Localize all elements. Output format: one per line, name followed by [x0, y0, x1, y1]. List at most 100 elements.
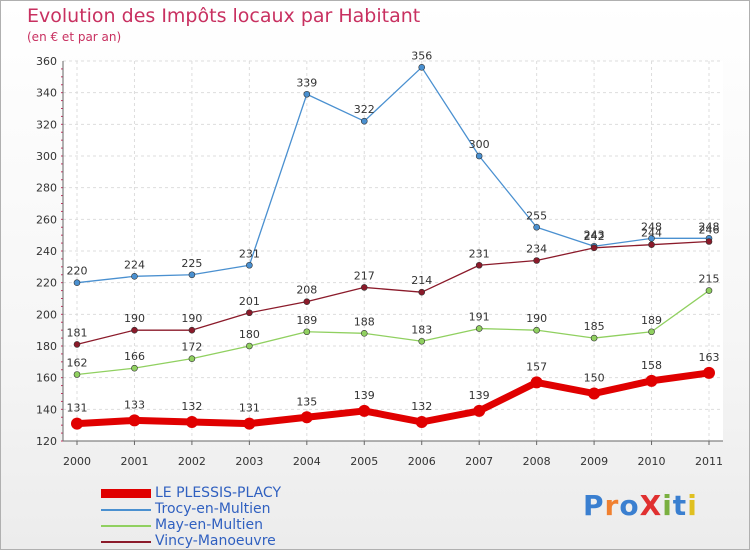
data-label-vincy-manoeuvre: 190: [124, 312, 145, 325]
y-tick-label: 320: [36, 118, 57, 131]
y-tick-label: 160: [36, 372, 57, 385]
data-label-trocy-en-multien: 255: [526, 209, 547, 222]
y-tick-label: 180: [36, 340, 57, 353]
data-label-trocy-en-multien: 224: [124, 258, 145, 271]
y-tick-label: 220: [36, 277, 57, 290]
x-tick-label: 2005: [350, 455, 378, 468]
data-point-le-plessis-placy: [530, 376, 543, 389]
data-point-le-plessis-placy: [645, 374, 658, 387]
data-label-le-plessis-placy: 132: [411, 400, 432, 413]
data-point-vincy-manoeuvre: [648, 241, 655, 248]
y-tick-label: 360: [36, 55, 57, 68]
legend-label-plessis: LE PLESSIS-PLACY: [155, 485, 281, 501]
data-label-vincy-manoeuvre: 181: [67, 326, 88, 339]
data-point-trocy-en-multien: [246, 261, 253, 269]
data-label-may-en-multien: 189: [641, 314, 662, 327]
data-label-le-plessis-placy: 139: [469, 389, 490, 402]
x-tick-label: 2001: [120, 455, 148, 468]
data-point-vincy-manoeuvre: [590, 244, 598, 252]
data-point-vincy-manoeuvre: [533, 257, 540, 264]
data-point-vincy-manoeuvre: [303, 298, 311, 305]
y-tick-label: 240: [36, 245, 57, 258]
data-point-vincy-manoeuvre: [131, 326, 138, 334]
data-label-vincy-manoeuvre: 244: [641, 227, 662, 240]
x-tick-label: 2004: [293, 455, 321, 468]
data-point-may-en-multien: [475, 325, 483, 332]
y-tick-label: 140: [36, 403, 57, 416]
data-label-le-plessis-placy: 157: [526, 360, 547, 373]
data-label-vincy-manoeuvre: 246: [699, 224, 720, 237]
y-tick-label: 340: [36, 87, 57, 100]
x-tick-label: 2000: [63, 455, 91, 468]
data-label-vincy-manoeuvre: 242: [584, 230, 605, 243]
data-point-trocy-en-multien: [533, 223, 540, 231]
y-tick-label: 280: [36, 182, 57, 195]
data-point-may-en-multien: [360, 330, 368, 337]
data-label-le-plessis-placy: 133: [124, 398, 145, 411]
data-point-trocy-en-multien: [188, 271, 196, 279]
data-point-may-en-multien: [590, 334, 598, 342]
data-point-trocy-en-multien: [303, 90, 311, 98]
data-label-vincy-manoeuvre: 214: [411, 274, 432, 287]
x-tick-label: 2010: [638, 455, 666, 468]
data-point-trocy-en-multien: [131, 273, 138, 280]
x-tick-label: 2008: [523, 455, 551, 468]
data-point-vincy-manoeuvre: [360, 284, 368, 291]
legend-label-trocy: Trocy-en-Multien: [155, 501, 271, 517]
data-point-le-plessis-placy: [243, 417, 256, 430]
y-tick-label: 120: [36, 435, 57, 448]
data-label-may-en-multien: 191: [469, 311, 490, 324]
data-point-le-plessis-placy: [415, 416, 428, 428]
data-label-may-en-multien: 185: [584, 320, 605, 333]
y-tick-label: 300: [36, 150, 57, 163]
y-tick-label: 200: [36, 308, 57, 321]
legend-swatch-may: [101, 525, 151, 527]
series-line-trocy-en-multien: [76, 66, 710, 284]
data-label-may-en-multien: 166: [124, 350, 145, 363]
series-line-le-plessis-placy: [73, 369, 713, 428]
data-point-may-en-multien: [188, 355, 196, 362]
data-label-may-en-multien: 162: [67, 357, 88, 370]
proxiti-logo: ProXiti: [583, 489, 698, 522]
data-point-le-plessis-placy: [473, 404, 486, 417]
data-label-may-en-multien: 189: [296, 314, 317, 327]
data-point-trocy-en-multien: [73, 279, 81, 286]
data-label-le-plessis-placy: 132: [181, 400, 202, 413]
data-point-le-plessis-placy: [71, 417, 83, 430]
data-label-le-plessis-placy: 163: [699, 351, 720, 364]
data-label-vincy-manoeuvre: 231: [469, 247, 490, 260]
data-point-may-en-multien: [73, 371, 81, 378]
data-label-trocy-en-multien: 248: [699, 220, 720, 233]
legend-swatch-trocy: [101, 509, 151, 511]
data-label-vincy-manoeuvre: 201: [239, 295, 260, 308]
data-label-may-en-multien: 183: [411, 323, 432, 336]
data-label-may-en-multien: 172: [181, 341, 202, 354]
x-tick-label: 2003: [235, 455, 263, 468]
data-point-may-en-multien: [131, 364, 138, 372]
x-tick-label: 2009: [580, 455, 608, 468]
data-label-may-en-multien: 215: [699, 273, 720, 286]
data-label-trocy-en-multien: 322: [354, 103, 375, 116]
legend-swatch-plessis: [101, 489, 151, 498]
x-tick-label: 2011: [695, 455, 723, 468]
data-point-le-plessis-placy: [185, 416, 198, 428]
data-label-le-plessis-placy: 135: [296, 395, 317, 408]
data-point-trocy-en-multien: [418, 64, 426, 71]
data-label-may-en-multien: 188: [354, 315, 375, 328]
data-label-may-en-multien: 190: [526, 312, 547, 325]
data-point-vincy-manoeuvre: [188, 326, 196, 334]
legend-label-vincy: Vincy-Manoeuvre: [155, 533, 276, 549]
x-tick-label: 2006: [408, 455, 436, 468]
data-label-le-plessis-placy: 131: [239, 402, 260, 415]
legend-label-may: May-en-Multien: [155, 517, 263, 533]
series-line-vincy-manoeuvre: [76, 240, 710, 346]
data-label-vincy-manoeuvre: 190: [181, 312, 202, 325]
data-label-vincy-manoeuvre: 234: [526, 243, 547, 256]
data-point-vincy-manoeuvre: [475, 261, 483, 269]
chart-title: Evolution des Impôts locaux par Habitant: [27, 5, 421, 27]
data-label-may-en-multien: 180: [239, 328, 260, 341]
data-point-le-plessis-placy: [358, 404, 371, 417]
data-label-trocy-en-multien: 225: [181, 257, 202, 270]
data-point-trocy-en-multien: [648, 235, 655, 242]
